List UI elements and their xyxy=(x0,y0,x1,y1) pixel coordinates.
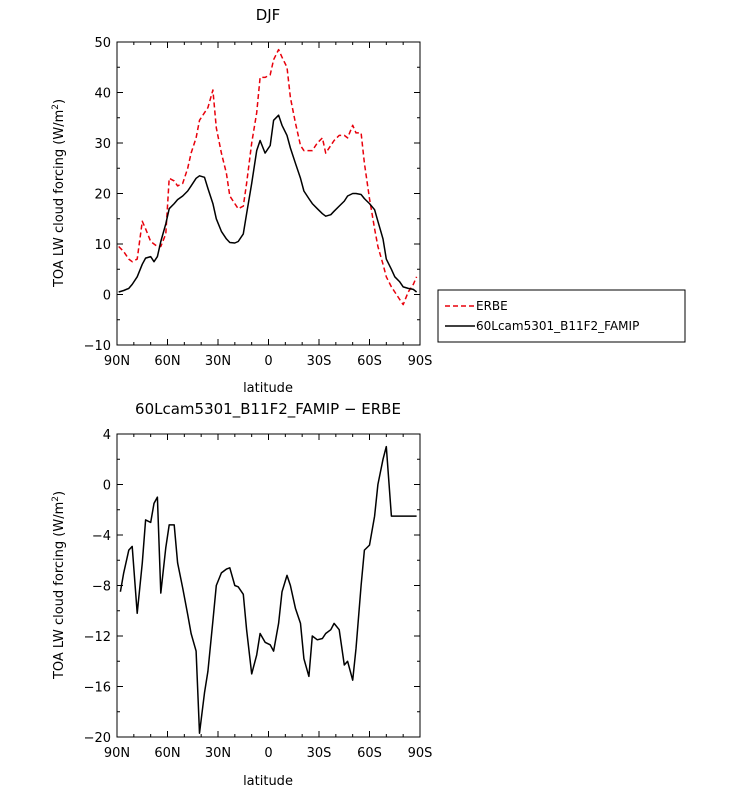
x-tick-label: 30N xyxy=(205,746,231,761)
y-tick-label: 40 xyxy=(94,87,111,102)
y-tick-label: 30 xyxy=(94,137,111,152)
chart-title: 60Lcam5301_B11F2_FAMIP − ERBE xyxy=(135,400,401,419)
x-axis-label: latitude xyxy=(243,381,293,396)
series-line-60lcam5301-b11f2-famip xyxy=(118,114,418,293)
legend: ERBE 60Lcam5301_B11F2_FAMIP xyxy=(437,289,686,343)
series-lines xyxy=(118,48,418,306)
y-tick-label: 4 xyxy=(103,428,111,443)
x-tick-label: 60N xyxy=(154,746,180,761)
y-tick-label: −4 xyxy=(92,529,111,544)
x-tick-label: 0 xyxy=(264,354,272,369)
y-axis-ticks: 50 40 30 20 10 0 −10 xyxy=(84,36,420,354)
x-tick-label: 90N xyxy=(104,354,130,369)
y-tick-label: −16 xyxy=(84,681,111,696)
series-lines xyxy=(119,445,417,734)
x-tick-label: 30S xyxy=(307,354,332,369)
y-tick-label: −20 xyxy=(84,731,111,746)
chart-djf: DJF 50 40 30 20 10 0 −10 90N 60N 30N 0 30S 60S 90S l… xyxy=(51,6,686,396)
x-tick-label: 60S xyxy=(357,354,382,369)
series-line-erbe xyxy=(118,48,418,306)
y-tick-label: 0 xyxy=(103,289,111,304)
x-tick-label: 60N xyxy=(154,354,180,369)
y-tick-label: 10 xyxy=(94,238,111,253)
x-tick-label: 30S xyxy=(307,746,332,761)
y-tick-label: 50 xyxy=(94,36,111,51)
legend-label-erbe: ERBE xyxy=(476,299,508,313)
x-tick-label: 0 xyxy=(264,746,272,761)
series-line-60lcam5301-b11f2-famip-erbe xyxy=(119,445,417,734)
x-tick-label: 90N xyxy=(104,746,130,761)
x-tick-label: 30N xyxy=(205,354,231,369)
chart-title: DJF xyxy=(256,6,281,24)
y-axis-ticks: 4 0 −4 −8 −12 −16 −20 xyxy=(84,428,420,746)
chart-difference: 60Lcam5301_B11F2_FAMIP − ERBE 4 0 −4 −8 −12 −… xyxy=(51,400,432,789)
y-axis-label: TOA LW cloud forcing (W/m2) xyxy=(51,491,67,680)
x-axis-ticks: 90N 60N 30N 0 30S 60S 90S xyxy=(104,42,433,369)
y-tick-label: −12 xyxy=(84,630,111,645)
legend-box xyxy=(437,289,686,343)
y-tick-label: 20 xyxy=(94,188,111,203)
plot-frame xyxy=(116,41,421,346)
x-tick-label: 90S xyxy=(408,354,433,369)
y-tick-label: −8 xyxy=(92,580,111,595)
x-tick-label: 60S xyxy=(357,746,382,761)
x-axis-ticks: 90N 60N 30N 0 30S 60S 90S xyxy=(104,434,433,761)
y-tick-label: −10 xyxy=(84,339,111,354)
x-tick-label: 90S xyxy=(408,746,433,761)
plot-frame xyxy=(116,433,421,738)
y-tick-label: 0 xyxy=(103,479,111,494)
legend-label-model: 60Lcam5301_B11F2_FAMIP xyxy=(476,319,639,333)
y-axis-label: TOA LW cloud forcing (W/m2) xyxy=(51,99,67,288)
x-axis-label: latitude xyxy=(243,774,293,789)
